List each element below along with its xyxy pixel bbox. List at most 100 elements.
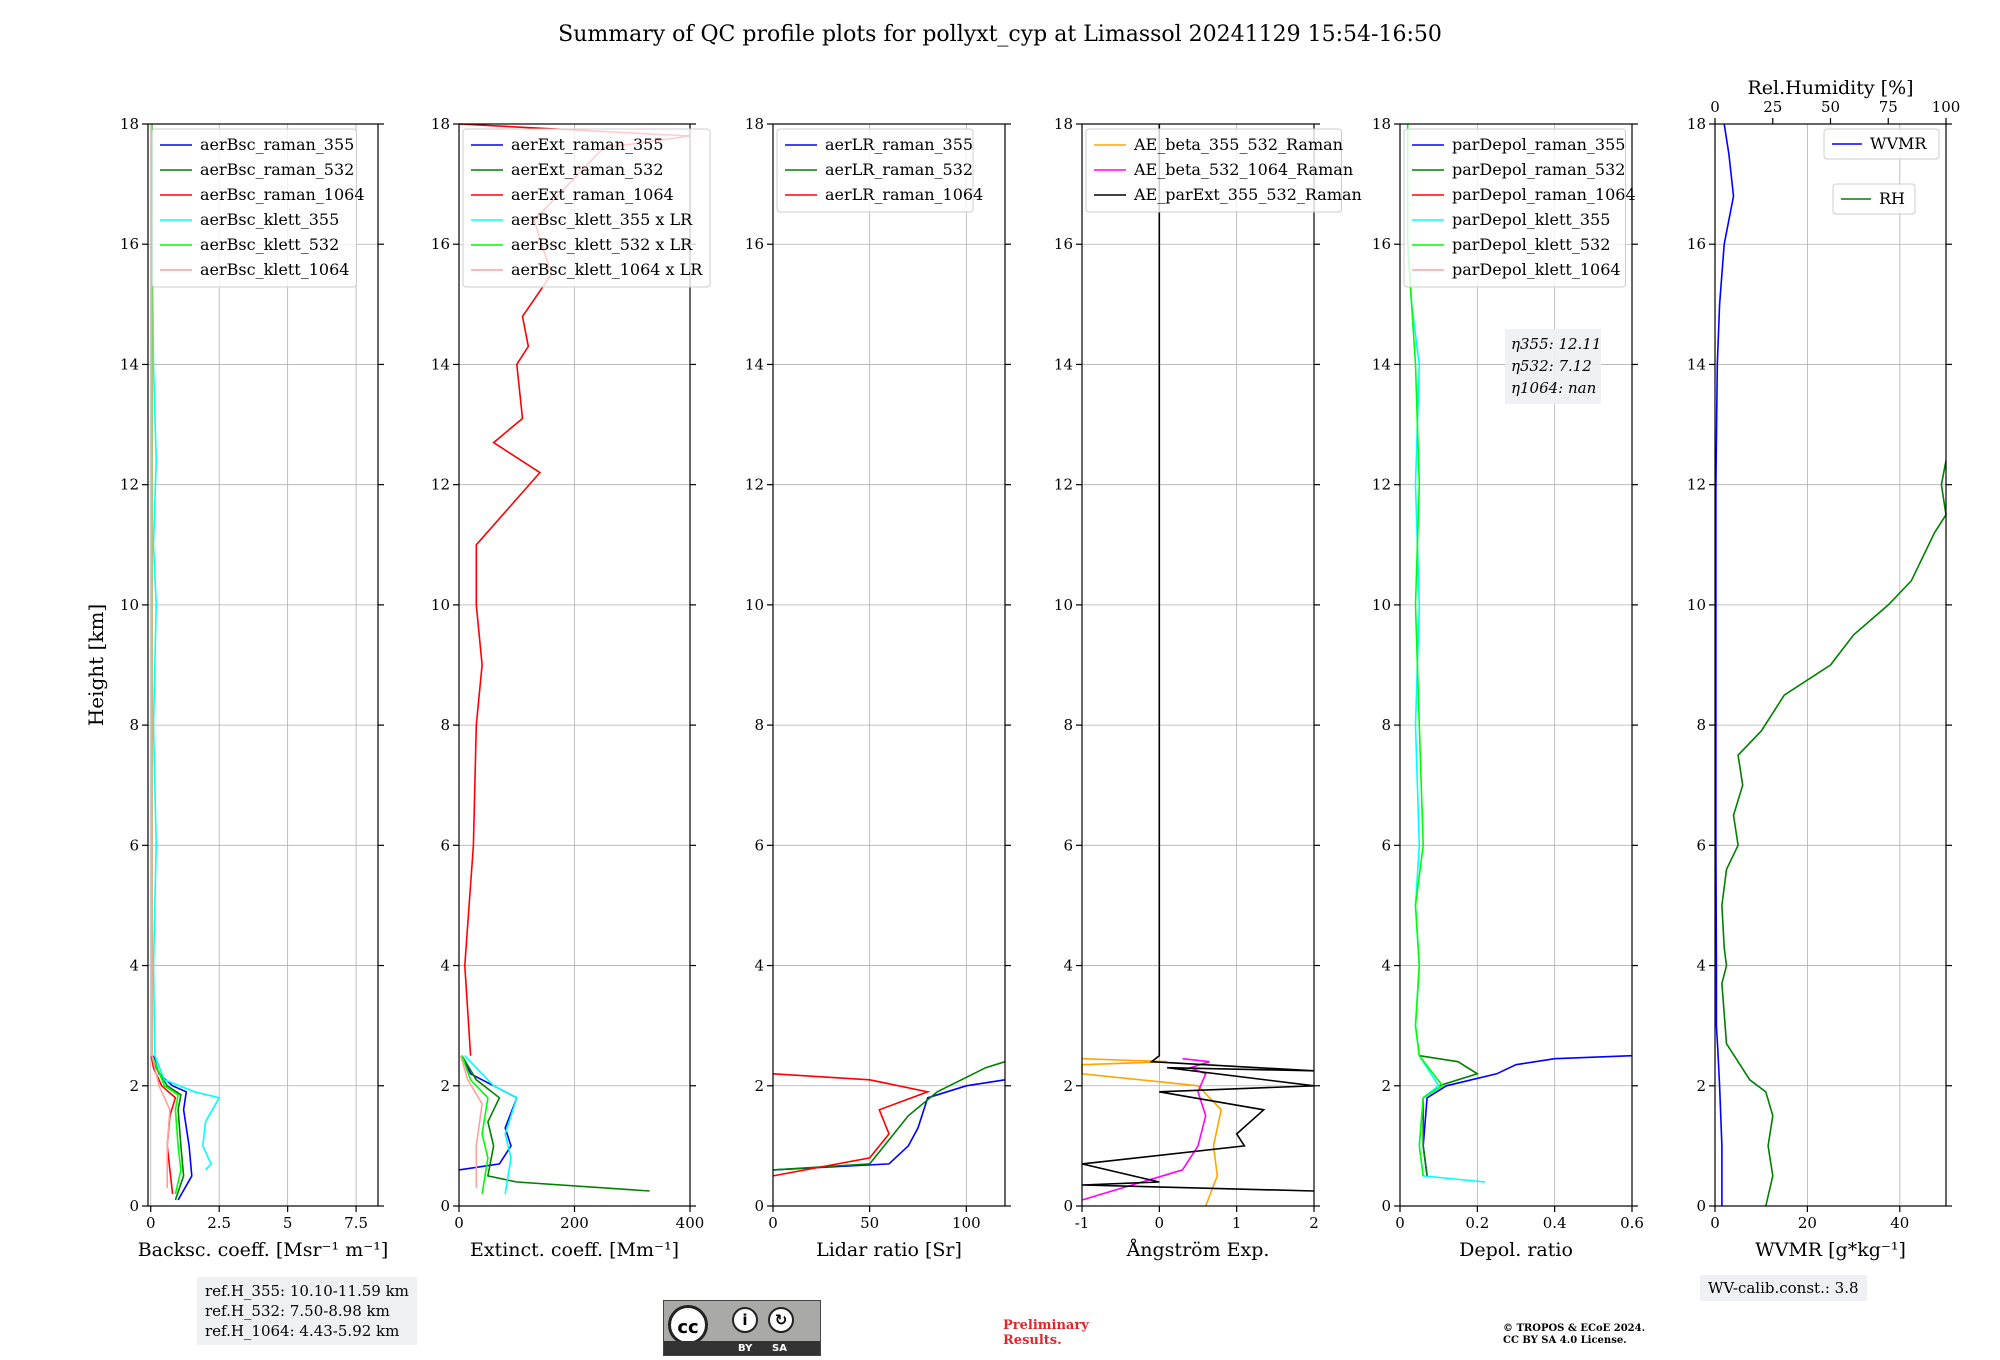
backscatter-series-aerBsc_klett_355 — [151, 124, 221, 1171]
wvmr_rh-xtick-label: 20 — [1798, 1214, 1817, 1232]
backscatter-ytick-label: 6 — [129, 836, 139, 854]
backscatter-legend-label: aerBsc_raman_532 — [200, 160, 354, 179]
depol-ytick-label: 2 — [1381, 1077, 1391, 1095]
backscatter-xlabel: Backsc. coeff. [Msr⁻¹ m⁻¹] — [138, 1239, 389, 1261]
wvmr_rh-x2tick-label: 0 — [1710, 98, 1720, 116]
depol-legend-label: parDepol_raman_1064 — [1452, 185, 1636, 204]
angstrom-xtick-label: -1 — [1075, 1214, 1090, 1232]
extinction-ytick-label: 6 — [440, 836, 450, 854]
depol-xtick-label: 0.2 — [1465, 1214, 1489, 1232]
depol-legend-label: parDepol_raman_532 — [1452, 160, 1625, 179]
depol-ytick-label: 18 — [1372, 115, 1391, 133]
backscatter-xtick-label: 2.5 — [207, 1214, 231, 1232]
extinction-xtick-label: 400 — [676, 1214, 705, 1232]
depol-ytick-label: 6 — [1381, 836, 1391, 854]
extinction-series-aerBsc_klett_355 x LR — [464, 1055, 518, 1195]
wvmr_rh-x2label: Rel.Humidity [%] — [1747, 77, 1913, 99]
backscatter-ytick-label: 12 — [120, 476, 139, 494]
wvmr_rh-x2tick-label: 75 — [1879, 98, 1898, 116]
depol-legend-label: parDepol_raman_355 — [1452, 135, 1625, 154]
angstrom-ytick-label: 18 — [1054, 115, 1073, 133]
angstrom-ytick-label: 6 — [1063, 836, 1073, 854]
depol-ytick-label: 8 — [1381, 716, 1391, 734]
backscatter-series-aerBsc_klett_1064 — [150, 123, 171, 1188]
wvmr_rh-legend-label: WVMR — [1870, 134, 1927, 153]
wvmr_rh-ytick-label: 14 — [1687, 355, 1706, 373]
wvmr_rh-xlabel: WVMR [g*kg⁻¹] — [1755, 1239, 1906, 1261]
ref-height-355: ref.H_355: 10.10-11.59 km — [205, 1282, 409, 1300]
depol-eta-text: η355: 12.11 — [1511, 335, 1601, 353]
wvmr_rh-ytick-label: 8 — [1696, 716, 1706, 734]
wvmr_rh-series-WVMR — [1715, 123, 1735, 1206]
share-alike-icon: ↻ — [768, 1307, 794, 1333]
extinction-series-aerBsc_klett_532 x LR — [461, 1055, 489, 1195]
depol-series-parDepol_klett_532 — [1406, 124, 1444, 1177]
depol-ytick-label: 0 — [1381, 1197, 1391, 1215]
wvmr_rh-xtick-label: 0 — [1710, 1214, 1720, 1232]
lidar_ratio-legend-box — [776, 128, 974, 213]
wvmr_rh-legend-box — [1832, 183, 1916, 215]
backscatter-xtick-label: 7.5 — [344, 1214, 368, 1232]
lidar_ratio-legend-label: aerLR_raman_1064 — [825, 185, 983, 204]
depol-series-parDepol_raman_355 — [1422, 1054, 1633, 1177]
backscatter-legend-box — [151, 128, 357, 288]
lidar_ratio-xtick-label: 0 — [768, 1214, 778, 1232]
extinction-legend-label: aerBsc_klett_532 x LR — [511, 235, 693, 254]
wvmr_rh-ytick-label: 6 — [1696, 836, 1706, 854]
wvmr_rh-ytick-label: 2 — [1696, 1077, 1706, 1095]
cc-badge-bar: BY SA — [664, 1341, 820, 1355]
extinction-ytick-label: 12 — [431, 476, 450, 494]
angstrom-ytick-label: 4 — [1063, 957, 1073, 975]
wvmr_rh-x2tick-label: 25 — [1763, 98, 1782, 116]
backscatter-ytick-label: 16 — [120, 235, 139, 253]
preliminary-line-1: Preliminary — [1003, 1318, 1089, 1333]
depol-eta-text: η532: 7.12 — [1511, 357, 1592, 375]
wvmr_rh-ytick-label: 0 — [1696, 1197, 1706, 1215]
extinction-ytick-label: 0 — [440, 1197, 450, 1215]
backscatter-ytick-label: 2 — [129, 1077, 139, 1095]
backscatter-xtick-label: 5 — [283, 1214, 293, 1232]
depol-xtick-label: 0.6 — [1620, 1214, 1644, 1232]
wvmr_rh-x2tick-label: 100 — [1932, 98, 1961, 116]
wvmr_rh-ytick-label: 12 — [1687, 476, 1706, 494]
angstrom-xtick-label: 2 — [1309, 1214, 1319, 1232]
extinction-legend-label: aerBsc_klett_1064 x LR — [511, 260, 703, 279]
depol-ytick-label: 16 — [1372, 235, 1391, 253]
angstrom-series-AE_beta_532_1064_Raman — [1081, 1057, 1210, 1201]
depol-xtick-label: 0 — [1395, 1214, 1405, 1232]
ref-height-532: ref.H_532: 7.50-8.98 km — [205, 1302, 390, 1320]
extinction-legend-box — [462, 128, 711, 288]
depol-ytick-label: 4 — [1381, 957, 1391, 975]
extinction-legend-label: aerBsc_klett_355 x LR — [511, 210, 693, 229]
extinction-xlabel: Extinct. coeff. [Mm⁻¹] — [470, 1239, 679, 1261]
angstrom-ytick-label: 2 — [1063, 1077, 1073, 1095]
depol-series-parDepol_raman_532 — [1419, 1054, 1480, 1177]
depol-frame — [1399, 123, 1633, 1207]
reference-heights-box: ref.H_355: 10.10-11.59 km ref.H_532: 7.5… — [197, 1277, 417, 1345]
extinction-series-aerBsc_klett_1064 x LR — [459, 1055, 483, 1188]
lidar_ratio-xtick-label: 100 — [952, 1214, 981, 1232]
backscatter-frame — [147, 123, 379, 1207]
extinction-legend-label: aerExt_raman_355 — [511, 135, 664, 154]
angstrom-legend-box — [1085, 128, 1342, 213]
wvmr_rh-ytick-label: 4 — [1696, 957, 1706, 975]
cc-icon: cc — [668, 1305, 708, 1345]
extinction-series-aerExt_raman_532 — [461, 1055, 650, 1192]
lidar_ratio-ytick-label: 4 — [754, 957, 764, 975]
angstrom-legend-label: AE_parExt_355_532_Raman — [1133, 185, 1362, 204]
backscatter-legend-label: aerBsc_klett_532 — [200, 235, 339, 254]
wvmr_rh-ytick-label: 18 — [1687, 115, 1706, 133]
y-axis-label: Height [km] — [84, 604, 108, 726]
extinction-ytick-label: 10 — [431, 596, 450, 614]
lidar_ratio-ytick-label: 10 — [745, 596, 764, 614]
wvmr_rh-xtick-label: 40 — [1890, 1214, 1909, 1232]
angstrom-ytick-label: 10 — [1054, 596, 1073, 614]
extinction-ytick-label: 8 — [440, 716, 450, 734]
depol-ytick-label: 12 — [1372, 476, 1391, 494]
wvmr_rh-x2tick-label: 50 — [1821, 98, 1840, 116]
angstrom-ytick-label: 14 — [1054, 355, 1073, 373]
figure-title: Summary of QC profile plots for pollyxt_… — [558, 22, 1442, 47]
lidar_ratio-ytick-label: 2 — [754, 1077, 764, 1095]
